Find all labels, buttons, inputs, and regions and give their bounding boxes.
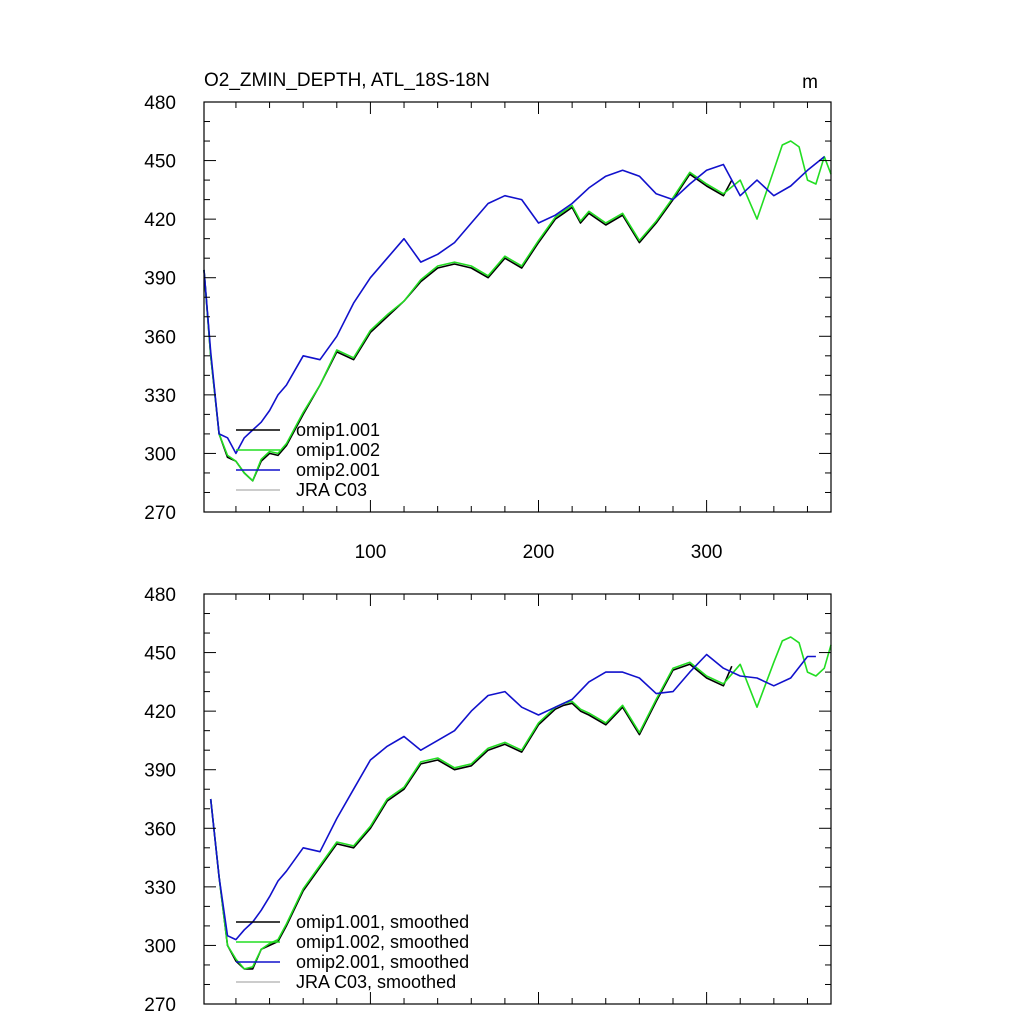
bottom-chart-panel: 270 300 330 360 390 420 450 480 omip1.001, smoot… bbox=[144, 585, 832, 1016]
bottom-y-tick-label: 300 bbox=[144, 936, 176, 957]
top-y-tick-label: 420 bbox=[144, 210, 176, 231]
bottom-y-tick-label: 330 bbox=[144, 878, 176, 899]
bottom-plot-frame bbox=[203, 593, 832, 1005]
top-plot-frame bbox=[203, 101, 832, 513]
top-x-tick-label: 100 bbox=[355, 542, 387, 563]
bottom-y-tick-label: 420 bbox=[144, 702, 176, 723]
chart-title: O2_ZMIN_DEPTH, ATL_18S-18N bbox=[204, 70, 490, 91]
top-y-tick-label: 480 bbox=[144, 93, 176, 114]
top-x-tick-label: 200 bbox=[523, 542, 555, 563]
bottom-legend-label-0: omip1.001, smoothed bbox=[296, 912, 469, 932]
top-y-tick-label: 270 bbox=[144, 503, 176, 524]
bottom-y-tick-label: 360 bbox=[144, 819, 176, 840]
top-legend-label-0: omip1.001 bbox=[296, 420, 380, 440]
top-chart-panel: 270 300 330 360 390 420 450 480 100 200 300 omip1.0… bbox=[144, 93, 832, 563]
top-y-tick-label: 300 bbox=[144, 444, 176, 465]
top-y-tick-label: 450 bbox=[144, 152, 176, 173]
top-legend-label-1: omip1.002 bbox=[296, 440, 380, 460]
top-y-tick-label: 330 bbox=[144, 386, 176, 407]
bottom-y-tick-label: 480 bbox=[144, 585, 176, 606]
bottom-y-tick-label: 270 bbox=[144, 995, 176, 1016]
bottom-y-tick-label: 450 bbox=[144, 644, 176, 665]
top-y-tick-label: 390 bbox=[144, 269, 176, 290]
bottom-series-line-2 bbox=[209, 653, 816, 941]
top-series-line-1 bbox=[203, 140, 832, 482]
top-series-line-2 bbox=[203, 156, 825, 455]
bottom-legend-label-3: JRA C03, smoothed bbox=[296, 972, 456, 992]
bottom-legend-label-2: omip2.001, smoothed bbox=[296, 952, 469, 972]
bottom-legend-label-1: omip1.002, smoothed bbox=[296, 932, 469, 952]
bottom-series-line-1 bbox=[209, 636, 832, 970]
top-legend-label-2: omip2.001 bbox=[296, 460, 380, 480]
top-legend-label-3: JRA C03 bbox=[296, 480, 367, 500]
units-label: m bbox=[802, 72, 818, 93]
top-x-tick-label: 300 bbox=[691, 542, 723, 563]
top-y-tick-label: 360 bbox=[144, 327, 176, 348]
bottom-y-tick-label: 390 bbox=[144, 761, 176, 782]
